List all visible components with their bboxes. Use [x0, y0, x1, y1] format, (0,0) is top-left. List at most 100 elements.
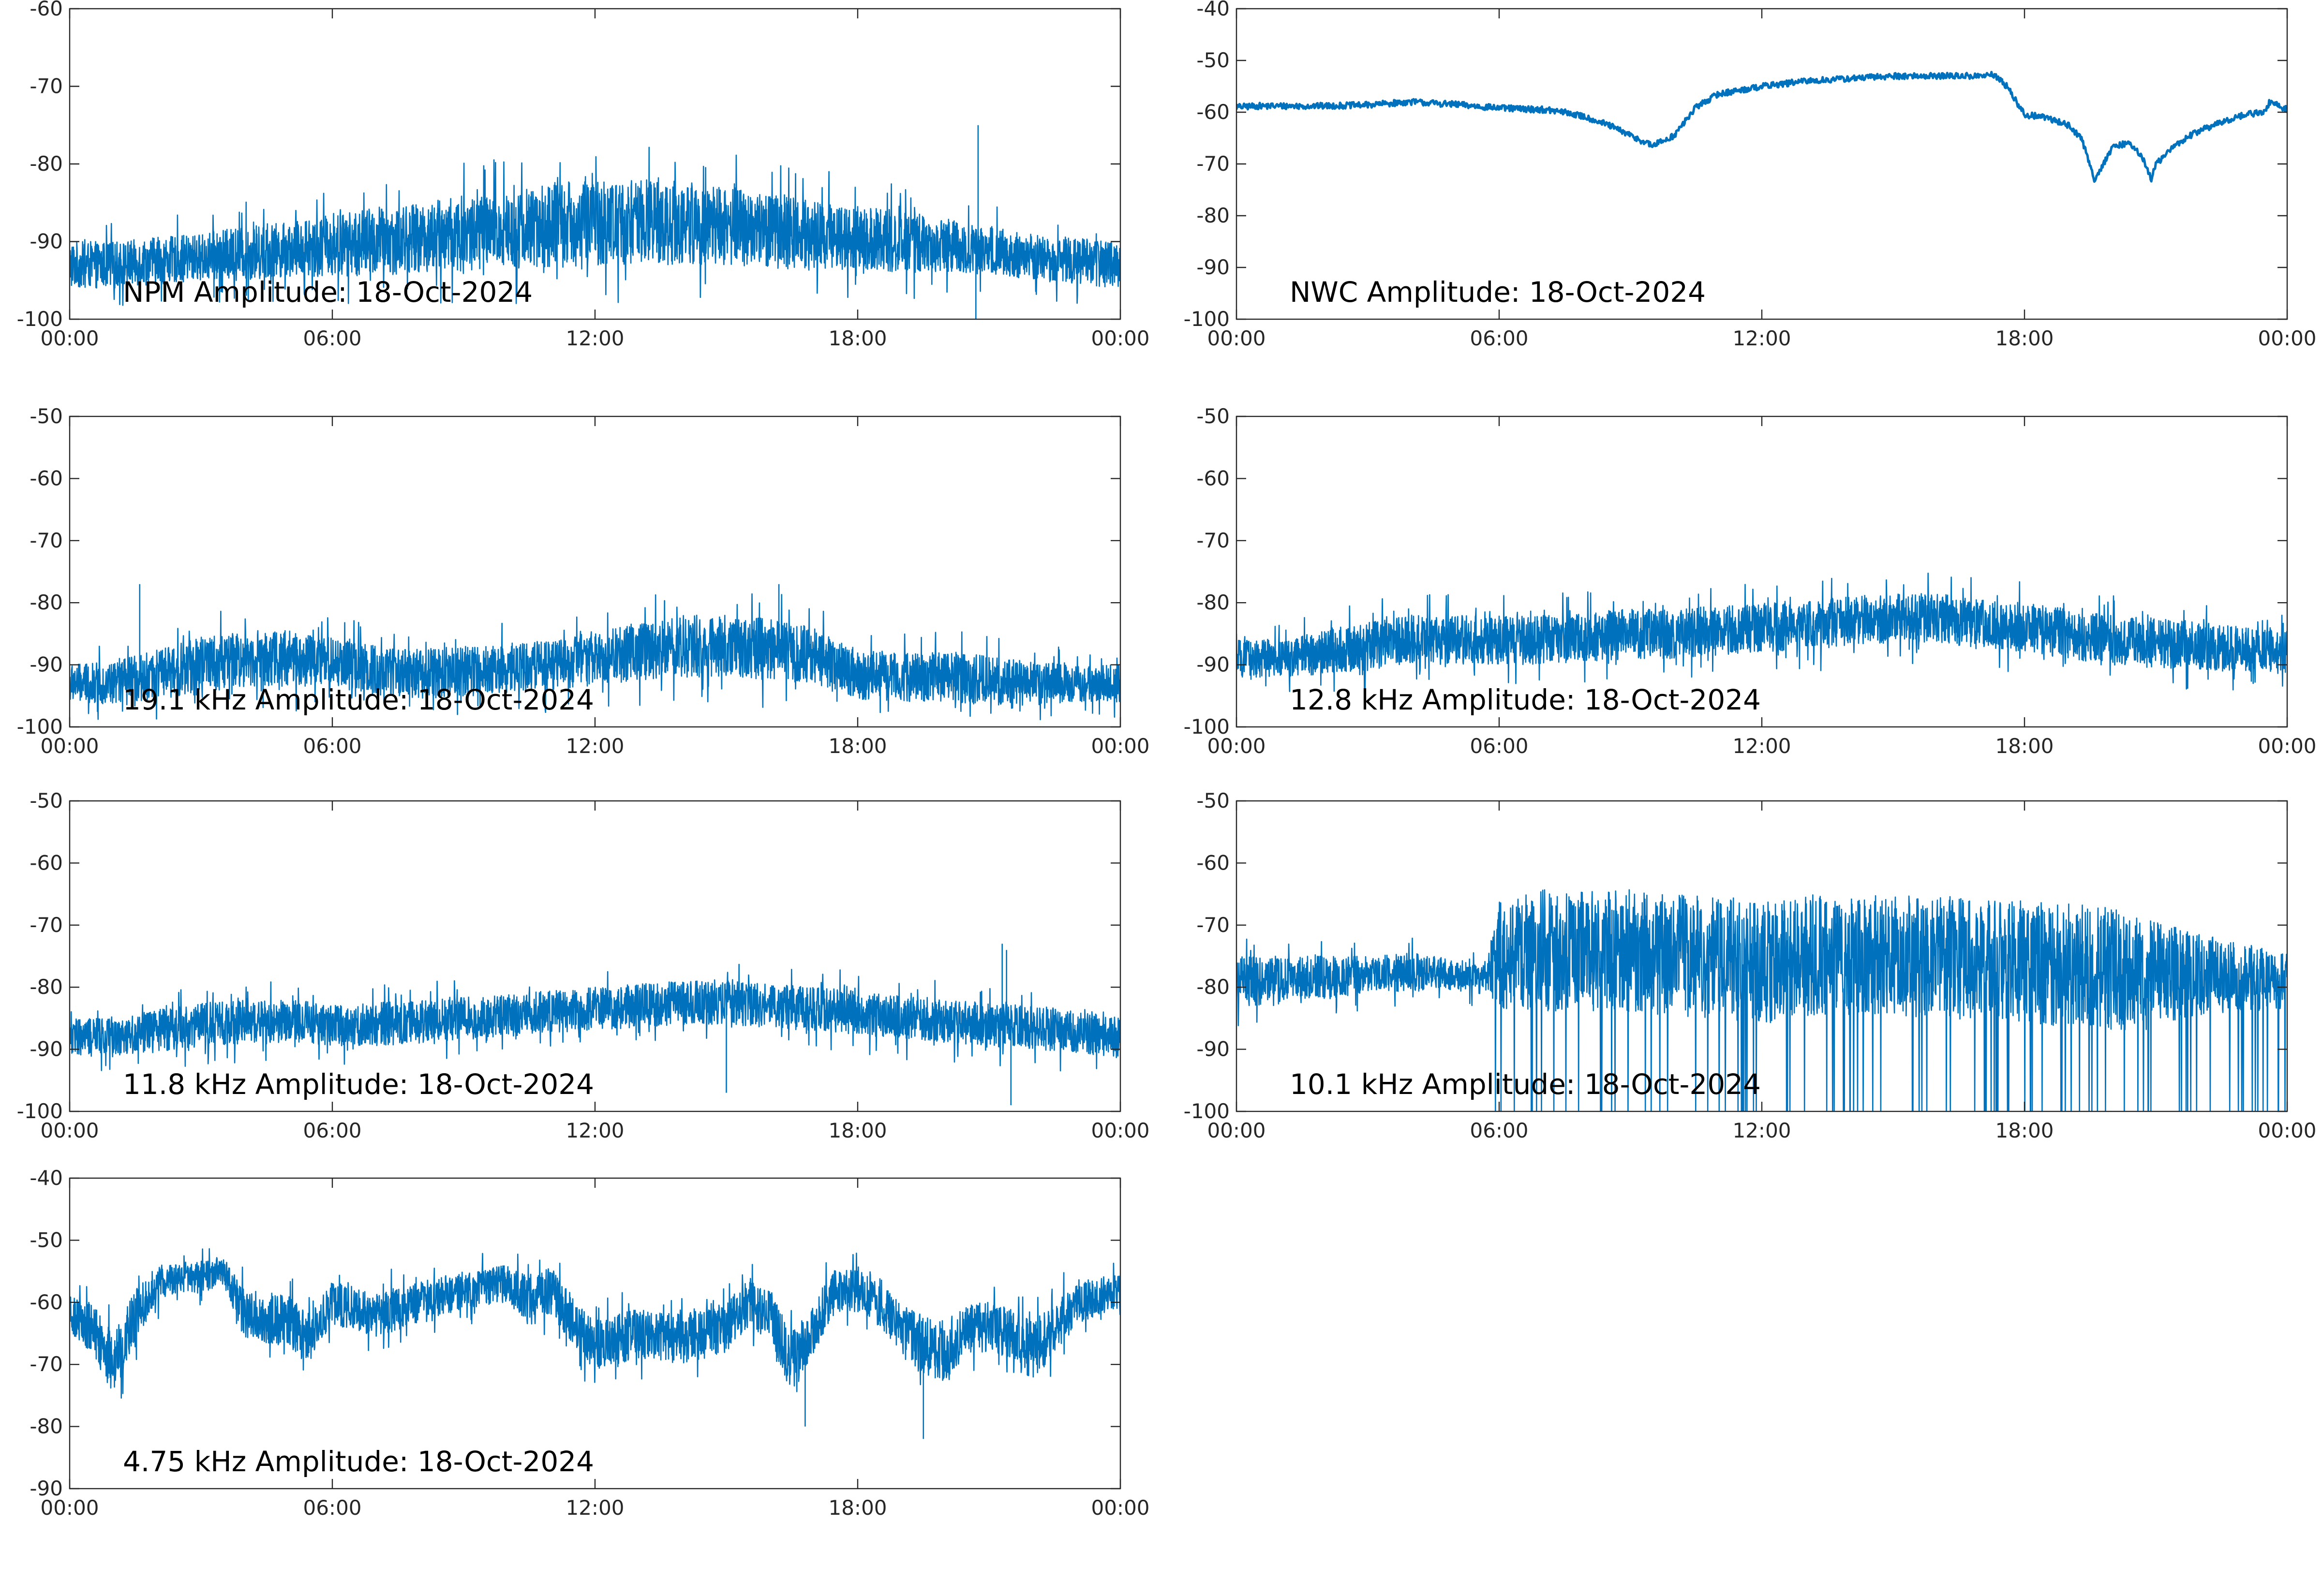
chart-title: 10.1 kHz Amplitude: 18-Oct-2024	[1290, 1068, 1761, 1101]
series-line	[70, 125, 1120, 319]
x-tick-label: 00:00	[1091, 734, 1149, 758]
y-tick-label: -100	[1184, 715, 1230, 739]
x-tick-label: 00:00	[1207, 1119, 1265, 1142]
y-tick-label: -70	[30, 74, 63, 98]
x-tick-label: 06:00	[303, 1496, 361, 1520]
series-line	[1236, 573, 2287, 692]
y-tick-label: -60	[30, 466, 63, 490]
x-tick-label: 18:00	[828, 326, 887, 350]
y-tick-label: -90	[30, 1477, 63, 1500]
chart-title: NWC Amplitude: 18-Oct-2024	[1290, 276, 1706, 309]
chart-panel-4: 00:00 06:00 12:00 18:00 00:00 -50 -60 -70 -80 -90…	[1184, 404, 2317, 758]
panels: 00:00 06:00 12:00 18:00 00:00 -60 -70 -80 -90 -10…	[17, 0, 2317, 1520]
x-tick-label: 12:00	[566, 1119, 624, 1142]
x-tick-label: 00:00	[40, 734, 99, 758]
x-tick-label: 06:00	[1470, 326, 1528, 350]
x-tick-label: 00:00	[2258, 1119, 2316, 1142]
y-tick-label: -60	[30, 0, 63, 20]
series-line	[70, 1248, 1120, 1439]
y-tick-label: -50	[1196, 789, 1230, 813]
y-tick-label: -90	[30, 653, 63, 677]
x-tick-label: 06:00	[303, 326, 361, 350]
x-tick-label: 00:00	[1207, 326, 1265, 350]
chart-title: 4.75 kHz Amplitude: 18-Oct-2024	[123, 1445, 594, 1478]
y-tick-label: -70	[30, 913, 63, 937]
x-tick-label: 12:00	[1732, 1119, 1791, 1142]
y-tick-label: -70	[1196, 529, 1230, 552]
chart-title: NPM Amplitude: 18-Oct-2024	[123, 276, 533, 309]
y-tick-label: -80	[1196, 204, 1230, 227]
y-tick-label: -70	[1196, 913, 1230, 937]
y-tick-label: -80	[30, 591, 63, 614]
y-tick-label: -70	[30, 529, 63, 552]
x-tick-label: 06:00	[1470, 734, 1528, 758]
x-tick-label: 12:00	[566, 326, 624, 350]
y-tick-label: -50	[30, 1228, 63, 1252]
chart-title: 11.8 kHz Amplitude: 18-Oct-2024	[123, 1068, 594, 1101]
x-tick-label: 18:00	[828, 1119, 887, 1142]
x-tick-label: 06:00	[303, 1119, 361, 1142]
y-tick-label: -100	[17, 715, 63, 739]
chart-panel-7: 00:00 06:00 12:00 18:00 00:00 -40 -50 -60 -70 -80…	[30, 1166, 1149, 1520]
series-line	[1236, 889, 2287, 1111]
x-tick-label: 00:00	[1207, 734, 1265, 758]
series-line	[1236, 71, 2287, 183]
y-tick-label: -100	[1184, 307, 1230, 331]
y-tick-label: -80	[30, 975, 63, 999]
x-tick-label: 06:00	[303, 734, 361, 758]
x-tick-label: 00:00	[1091, 1496, 1149, 1520]
x-tick-label: 18:00	[828, 734, 887, 758]
chart-title: 19.1 kHz Amplitude: 18-Oct-2024	[123, 683, 594, 716]
series-line	[70, 944, 1120, 1106]
x-tick-label: 00:00	[40, 326, 99, 350]
x-tick-label: 18:00	[828, 1496, 887, 1520]
chart-panel-3: 00:00 06:00 12:00 18:00 00:00 -50 -60 -70 -80 -90…	[17, 404, 1150, 758]
y-tick-label: -80	[30, 1415, 63, 1438]
chart-panel-2: 00:00 06:00 12:00 18:00 00:00 -40 -50 -60 -70 -80…	[1184, 0, 2317, 350]
chart-panel-1: 00:00 06:00 12:00 18:00 00:00 -60 -70 -80 -90 -10…	[17, 0, 1150, 350]
x-tick-label: 00:00	[1091, 326, 1149, 350]
y-tick-label: -40	[1196, 0, 1230, 20]
y-tick-label: -50	[1196, 48, 1230, 72]
chart-panel-6: 00:00 06:00 12:00 18:00 00:00 -50 -60 -70 -80 -90…	[1184, 789, 2317, 1142]
y-tick-label: -60	[30, 851, 63, 874]
x-tick-label: 00:00	[2258, 326, 2316, 350]
y-tick-label: -90	[30, 230, 63, 253]
x-tick-label: 18:00	[1995, 326, 2054, 350]
x-tick-label: 12:00	[566, 1496, 624, 1520]
x-tick-label: 12:00	[566, 734, 624, 758]
x-tick-label: 00:00	[40, 1119, 99, 1142]
y-tick-label: -60	[1196, 466, 1230, 490]
y-tick-label: -80	[30, 152, 63, 176]
y-tick-label: -50	[1196, 404, 1230, 428]
x-tick-label: 18:00	[1995, 1119, 2054, 1142]
y-tick-label: -70	[30, 1352, 63, 1376]
x-tick-label: 06:00	[1470, 1119, 1528, 1142]
y-tick-label: -50	[30, 789, 63, 813]
y-tick-label: -90	[1196, 255, 1230, 279]
x-tick-label: 18:00	[1995, 734, 2054, 758]
y-tick-label: -90	[1196, 1037, 1230, 1061]
y-tick-label: -100	[17, 307, 63, 331]
x-tick-label: 00:00	[1091, 1119, 1149, 1142]
y-tick-label: -40	[30, 1166, 63, 1190]
y-tick-label: -80	[1196, 591, 1230, 614]
y-tick-label: -50	[30, 404, 63, 428]
x-tick-label: 12:00	[1732, 326, 1791, 350]
series-line	[70, 584, 1120, 721]
x-tick-label: 00:00	[40, 1496, 99, 1520]
chart-panel-5: 00:00 06:00 12:00 18:00 00:00 -50 -60 -70 -80 -90…	[17, 789, 1150, 1142]
y-tick-label: -60	[30, 1290, 63, 1314]
y-tick-label: -100	[17, 1099, 63, 1123]
y-tick-label: -70	[1196, 152, 1230, 176]
y-tick-label: -80	[1196, 975, 1230, 999]
y-tick-label: -90	[1196, 653, 1230, 677]
chart-title: 12.8 kHz Amplitude: 18-Oct-2024	[1290, 683, 1761, 716]
y-tick-label: -60	[1196, 851, 1230, 874]
y-tick-label: -100	[1184, 1099, 1230, 1123]
y-tick-label: -60	[1196, 100, 1230, 124]
x-tick-label: 00:00	[2258, 734, 2316, 758]
x-tick-label: 12:00	[1732, 734, 1791, 758]
